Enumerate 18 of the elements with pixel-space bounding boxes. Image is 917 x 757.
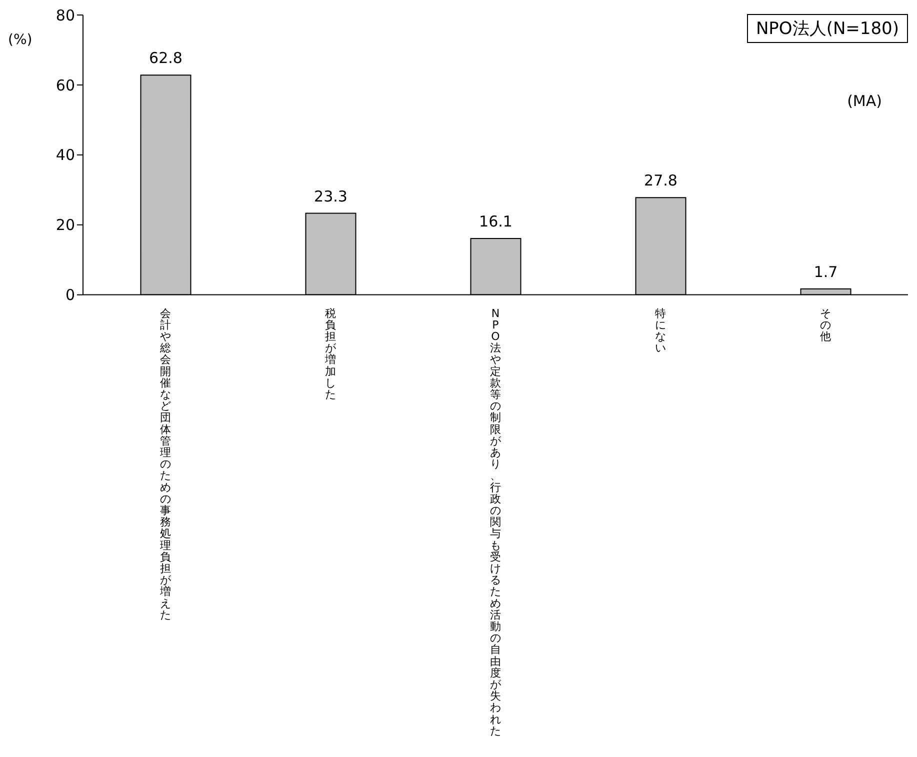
category-label: NPO法や定款等の制限があり、行政の関与も受けるため活動の自由度が失われた — [490, 306, 501, 738]
data-label: 62.8 — [149, 49, 182, 68]
data-label: 1.7 — [814, 262, 838, 281]
category-label: 会計や総会開催など団体管理のための事務処理負担が増えた — [160, 306, 171, 622]
chart-title: NPO法人(N=180) — [746, 14, 908, 43]
annotation: (MA) — [847, 92, 882, 110]
y-tick-label: 80 — [56, 6, 75, 24]
y-tick-label: 20 — [56, 216, 75, 234]
x-tick-label: その他 — [820, 306, 831, 343]
data-label: 23.3 — [314, 187, 348, 206]
y-tick-label: 0 — [65, 286, 75, 304]
y-tick-label: 60 — [56, 76, 75, 94]
x-tick-label: 特にない — [655, 306, 666, 355]
data-label: 27.8 — [644, 172, 678, 190]
x-tick-label: 税負担が増加した — [324, 306, 337, 401]
y-tick-label: 40 — [56, 146, 75, 164]
y-axis-title: (%) — [8, 32, 32, 48]
data-label: 16.1 — [479, 212, 512, 230]
